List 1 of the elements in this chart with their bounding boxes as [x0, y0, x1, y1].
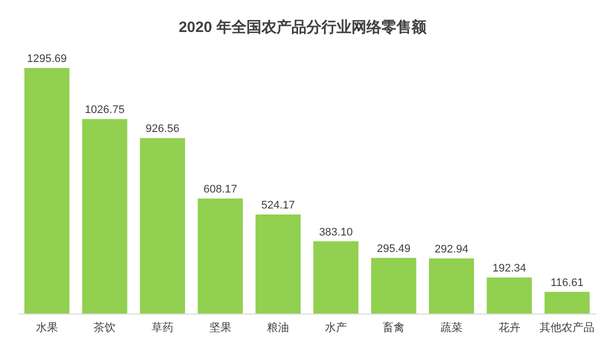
title: 2020 年全国农产品分行业网络零售额 — [178, 19, 426, 36]
